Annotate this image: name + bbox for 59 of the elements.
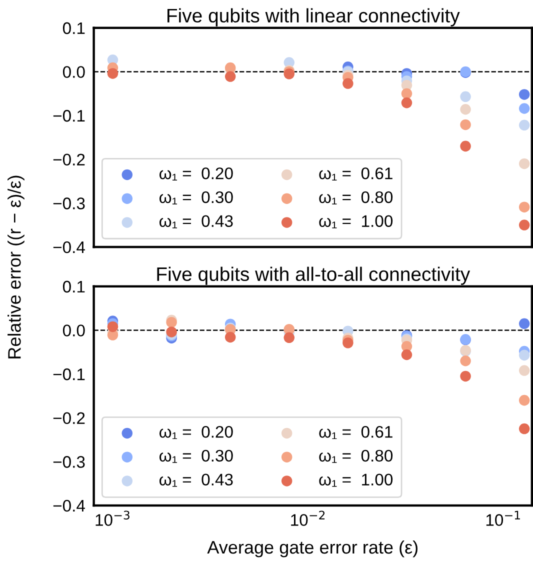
y-tick-label: −0.4 bbox=[53, 500, 85, 512]
y-tick-label: 0.0 bbox=[62, 324, 85, 336]
point bbox=[284, 332, 295, 344]
point bbox=[342, 78, 354, 89]
point bbox=[518, 423, 530, 434]
legend-label: ω₁ = 0.80 bbox=[319, 450, 393, 463]
point bbox=[518, 120, 530, 131]
point bbox=[518, 202, 530, 212]
x-tick-label: 10$^{−3}$ bbox=[96, 510, 130, 526]
point bbox=[401, 88, 412, 99]
point bbox=[224, 71, 236, 82]
point bbox=[460, 104, 471, 115]
legend-label: ω₁ = 0.43 bbox=[159, 215, 233, 228]
point bbox=[518, 220, 530, 230]
y-tick-label: 0.1 bbox=[62, 280, 85, 293]
point bbox=[518, 158, 530, 170]
point bbox=[518, 365, 530, 376]
y-tick-label: −0.1 bbox=[53, 368, 85, 380]
legend-label: ω₁ = 0.61 bbox=[319, 426, 392, 440]
chart-title: Five qubits with all-to-all connectivity bbox=[157, 266, 470, 285]
point bbox=[518, 350, 530, 361]
point bbox=[342, 338, 354, 348]
point bbox=[518, 103, 530, 114]
legend-label: ω₁ = 0.43 bbox=[159, 474, 233, 487]
y-tick-label: 0.1 bbox=[62, 22, 85, 34]
y-axis-title: Relative error ((r − ε)/ε) bbox=[8, 176, 24, 358]
point bbox=[401, 97, 412, 108]
legend-label: ω₁ = 0.20 bbox=[159, 167, 233, 181]
y-tick-label: −0.3 bbox=[53, 456, 85, 468]
point bbox=[460, 119, 471, 130]
y-tick-label: −0.2 bbox=[53, 412, 85, 424]
y-tick-label: −0.1 bbox=[53, 110, 85, 122]
point bbox=[518, 394, 530, 406]
point bbox=[460, 370, 471, 382]
point bbox=[284, 68, 295, 80]
y-tick-label: 0.0 bbox=[62, 66, 85, 78]
point bbox=[224, 332, 236, 343]
point bbox=[460, 140, 471, 152]
x-axis-title: Average gate error rate (ε) bbox=[207, 540, 418, 558]
point bbox=[460, 91, 471, 102]
legend-label: ω₁ = 0.61 bbox=[319, 167, 392, 181]
x-tick-label: 10$^{−2}$ bbox=[291, 510, 325, 526]
chart-title: Five qubits with linear connectivity bbox=[167, 8, 460, 26]
point bbox=[401, 349, 412, 360]
y-tick-label: −0.3 bbox=[53, 198, 85, 210]
point bbox=[166, 326, 177, 338]
point bbox=[460, 356, 471, 366]
legend-label: ω₁ = 1.00 bbox=[319, 474, 393, 487]
legend-label: ω₁ = 1.00 bbox=[319, 215, 393, 228]
legend-label: ω₁ = 0.30 bbox=[159, 450, 233, 463]
point bbox=[107, 321, 118, 332]
legend-label: ω₁ = 0.80 bbox=[319, 191, 393, 204]
y-tick-label: −0.4 bbox=[53, 241, 85, 254]
legend-label: ω₁ = 0.30 bbox=[159, 191, 233, 204]
x-tick-label: 10$^{−1}$ bbox=[486, 510, 520, 526]
legend-label: ω₁ = 0.20 bbox=[159, 426, 233, 440]
point bbox=[518, 318, 530, 330]
y-tick-label: −0.2 bbox=[53, 154, 85, 166]
point bbox=[518, 89, 530, 100]
